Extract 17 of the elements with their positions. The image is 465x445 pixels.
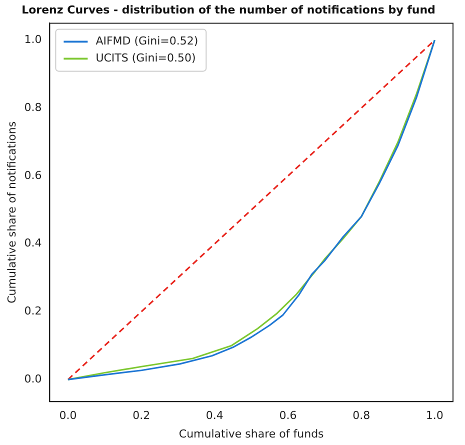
legend-label: AIFMD (Gini=0.52) bbox=[96, 34, 198, 48]
y-tick-label: 1.0 bbox=[24, 33, 42, 46]
x-axis-title: Cumulative share of funds bbox=[178, 427, 324, 440]
y-tick-label: 0.6 bbox=[24, 168, 42, 182]
x-tick-label: 1.0 bbox=[426, 409, 444, 422]
x-tick-label: 0.8 bbox=[352, 409, 370, 422]
legend-label: UCITS (Gini=0.50) bbox=[96, 52, 196, 65]
y-axis-title: Cumulative share of notifications bbox=[5, 121, 18, 304]
x-tick-label: 0.2 bbox=[132, 409, 150, 422]
x-tick-label: 0.0 bbox=[59, 409, 77, 422]
chart-title: Lorenz Curves - distribution of the number of notifications by fund bbox=[22, 3, 436, 16]
y-tick-label: 0.2 bbox=[24, 304, 42, 318]
y-tick-label: 0.0 bbox=[24, 372, 42, 386]
x-tick-label: 0.4 bbox=[206, 409, 224, 422]
y-tick-label: 0.4 bbox=[24, 236, 42, 250]
y-tick-label: 0.8 bbox=[24, 100, 42, 114]
x-tick-label: 0.6 bbox=[279, 409, 297, 422]
